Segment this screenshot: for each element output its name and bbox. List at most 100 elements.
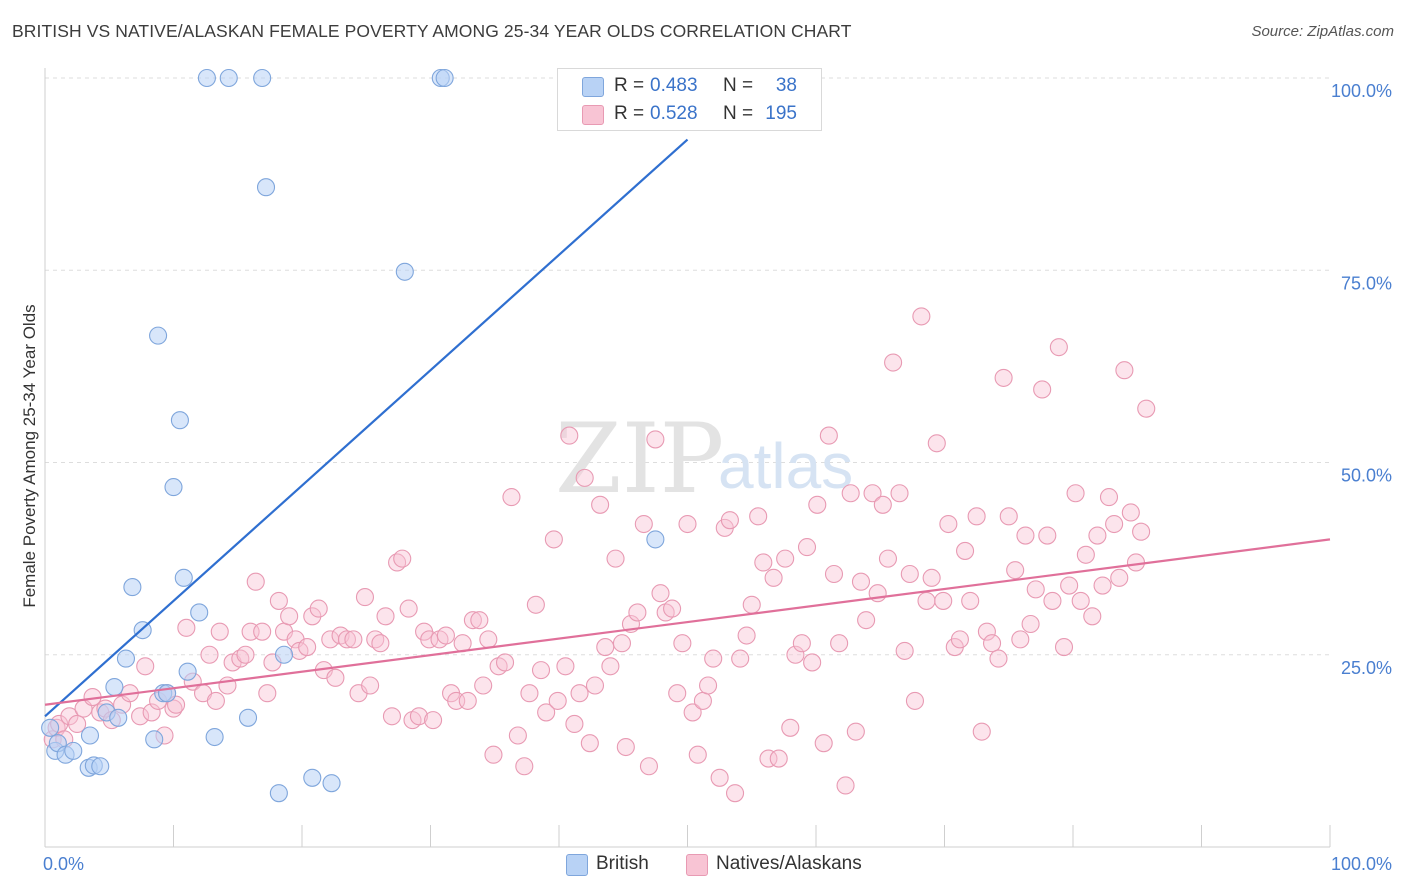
native-point (797, 538, 817, 557)
y-tick-label: 100.0% (1331, 81, 1392, 101)
native-point (200, 645, 219, 664)
native-point (1088, 526, 1107, 545)
native-point (337, 630, 357, 649)
native-point (673, 634, 692, 653)
native-point (1033, 380, 1052, 399)
native-point (792, 634, 811, 653)
native-point (900, 564, 919, 584)
native-point (873, 495, 892, 514)
natives-trend-line (44, 538, 1331, 706)
native-point (484, 745, 503, 764)
series-legend: British Natives/Alaskans (0, 850, 1406, 880)
r-value: 0.528 (650, 103, 698, 124)
british-point (303, 768, 322, 787)
native-point (731, 649, 750, 668)
native-point (371, 634, 390, 653)
native-point (699, 676, 718, 695)
native-point (60, 707, 79, 726)
native-point (68, 714, 87, 734)
native-point (863, 484, 882, 503)
native-point (646, 430, 665, 449)
native-point (1016, 526, 1035, 545)
x-tick-label: 100.0% (1331, 854, 1392, 874)
chart-source: Source: ZipAtlas.com (1251, 23, 1394, 40)
british-point (145, 730, 164, 749)
native-point (1054, 638, 1074, 657)
native-point (606, 549, 625, 568)
native-point (565, 714, 584, 734)
native-point (177, 618, 196, 637)
native-point (927, 434, 946, 453)
native-point (934, 591, 953, 610)
tick-labels: 25.0% 50.0% 75.0% 100.0% 0.0% 100.0% (43, 81, 1392, 874)
native-point (344, 630, 363, 649)
native-point (616, 737, 635, 757)
british-point (80, 726, 100, 745)
native-point (939, 514, 958, 534)
native-point (142, 703, 161, 722)
native-point (639, 757, 659, 776)
native-point (912, 307, 931, 326)
native-point (1026, 580, 1045, 599)
native-point (803, 653, 822, 672)
native-point (922, 568, 941, 587)
native-point (836, 776, 855, 795)
native-point (1060, 576, 1079, 595)
british-point (105, 677, 124, 697)
native-point (688, 745, 707, 764)
native-point (628, 603, 647, 622)
native-point (361, 676, 380, 695)
native-point (950, 630, 969, 649)
native-point (678, 514, 697, 534)
native-point (982, 634, 1002, 653)
watermark-atlas: atlas (718, 430, 853, 502)
native-point (560, 426, 579, 445)
british-point (269, 784, 288, 803)
native-point (520, 684, 539, 703)
native-point (1132, 522, 1151, 541)
native-point (1099, 488, 1119, 507)
british-point (149, 326, 168, 345)
native-point (508, 726, 527, 745)
native-point (537, 703, 556, 722)
natives-swatch (686, 854, 708, 876)
native-point (382, 707, 402, 726)
native-point (269, 591, 288, 610)
native-point (1071, 591, 1090, 610)
r-value: 0.483 (650, 75, 698, 96)
native-point (1038, 526, 1057, 545)
british-swatch (566, 854, 588, 876)
native-point (824, 564, 844, 584)
native-point (830, 634, 849, 653)
native-point (258, 684, 277, 703)
native-point (544, 530, 563, 549)
y-tick-label: 50.0% (1341, 466, 1392, 486)
native-point (1076, 545, 1095, 564)
x-tick-label: 0.0% (43, 854, 84, 874)
native-point (131, 707, 150, 726)
watermark-zip: ZIP (555, 403, 724, 515)
british-point (174, 568, 193, 587)
native-point (693, 691, 712, 710)
british-point (205, 727, 224, 747)
native-point (725, 784, 745, 803)
native-point (479, 630, 498, 649)
native-point (1066, 484, 1085, 503)
native-point (846, 722, 865, 741)
british-point (322, 774, 341, 793)
native-point (303, 607, 322, 626)
native-point (236, 645, 255, 664)
native-point (890, 484, 909, 503)
native-point (1121, 503, 1140, 522)
native-point (309, 599, 328, 618)
native-point (424, 711, 443, 730)
british-point (41, 718, 60, 737)
n-value: 195 (765, 103, 797, 124)
native-point (759, 749, 778, 768)
native-point (704, 649, 723, 668)
native-point (393, 549, 412, 568)
native-point (1126, 553, 1146, 572)
native-point (884, 353, 903, 372)
british-point (219, 68, 238, 88)
